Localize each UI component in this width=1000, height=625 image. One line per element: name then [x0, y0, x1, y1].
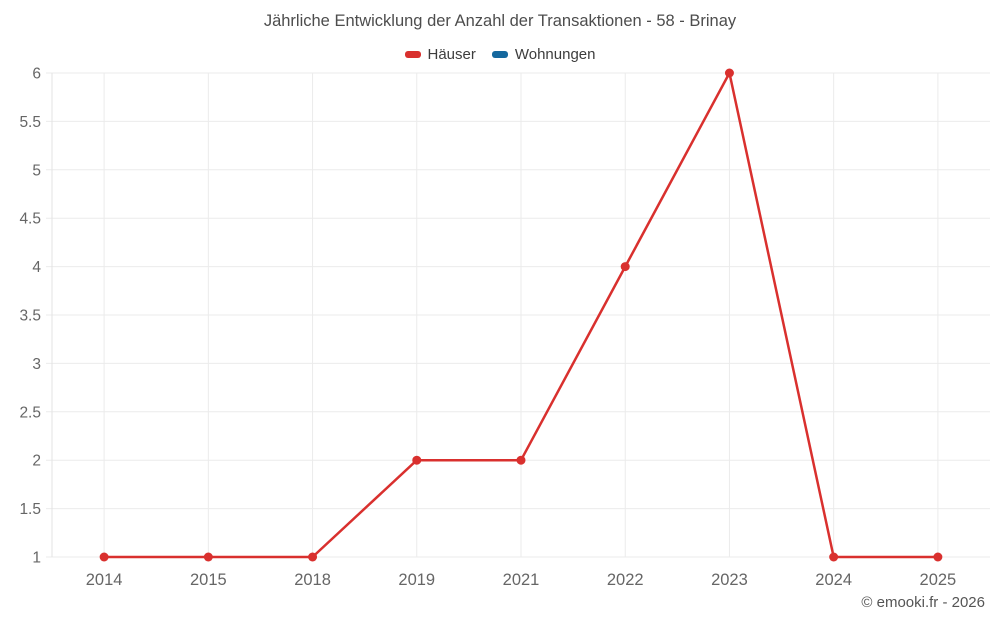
footer-credit: © emooki.fr - 2026 — [861, 594, 985, 611]
y-gridlines — [46, 72, 990, 558]
legend-label-wohnungen: Wohnungen — [514, 46, 596, 63]
legend-swatch-wohnungen — [491, 51, 508, 58]
y-tick-label: 5 — [32, 162, 41, 179]
y-tick-label: 2 — [32, 453, 41, 470]
data-point[interactable] — [203, 552, 213, 562]
chart-title: Jährliche Entwicklung der Anzahl der Tra… — [263, 12, 737, 30]
data-point[interactable] — [99, 552, 109, 562]
y-tick-label: 4 — [32, 259, 41, 276]
data-point[interactable] — [829, 552, 839, 562]
data-point[interactable] — [724, 68, 734, 78]
x-tick-label: 2018 — [294, 571, 331, 589]
y-tick-label: 1 — [32, 550, 41, 567]
x-tick-label: 2025 — [920, 571, 957, 589]
x-tick-label: 2022 — [607, 571, 644, 589]
data-point[interactable] — [308, 552, 318, 562]
x-tick-label: 2019 — [398, 571, 435, 589]
y-tick-label: 1.5 — [19, 501, 41, 518]
legend-item-wohnungen[interactable]: Wohnungen — [491, 46, 596, 63]
data-point[interactable] — [933, 552, 943, 562]
y-tick-label: 6 — [32, 66, 41, 83]
x-gridlines — [51, 73, 939, 557]
y-tick-label: 2.5 — [19, 404, 41, 421]
x-axis-labels: 2014 2015 2018 2019 2021 2022 2023 2024 2025 — [86, 571, 956, 589]
x-tick-label: 2015 — [190, 571, 227, 589]
y-tick-label: 4.5 — [19, 211, 41, 228]
legend-item-hauser[interactable]: Häuser — [404, 46, 476, 63]
x-tick-label: 2023 — [711, 571, 748, 589]
y-tick-label: 3 — [32, 356, 41, 373]
legend: Häuser Wohnungen — [0, 46, 1000, 63]
y-axis-labels: 1 1.5 2 2.5 3 3.5 4 4.5 5 5.5 6 — [19, 66, 41, 567]
legend-label-hauser: Häuser — [427, 46, 476, 63]
y-tick-label: 3.5 — [19, 308, 41, 325]
data-point[interactable] — [516, 455, 526, 465]
x-tick-label: 2024 — [815, 571, 852, 589]
x-tick-label: 2014 — [86, 571, 123, 589]
legend-swatch-hauser — [404, 51, 421, 58]
data-point[interactable] — [620, 262, 630, 272]
data-point[interactable] — [412, 455, 422, 465]
x-tick-label: 2021 — [503, 571, 540, 589]
y-tick-label: 5.5 — [19, 114, 41, 131]
